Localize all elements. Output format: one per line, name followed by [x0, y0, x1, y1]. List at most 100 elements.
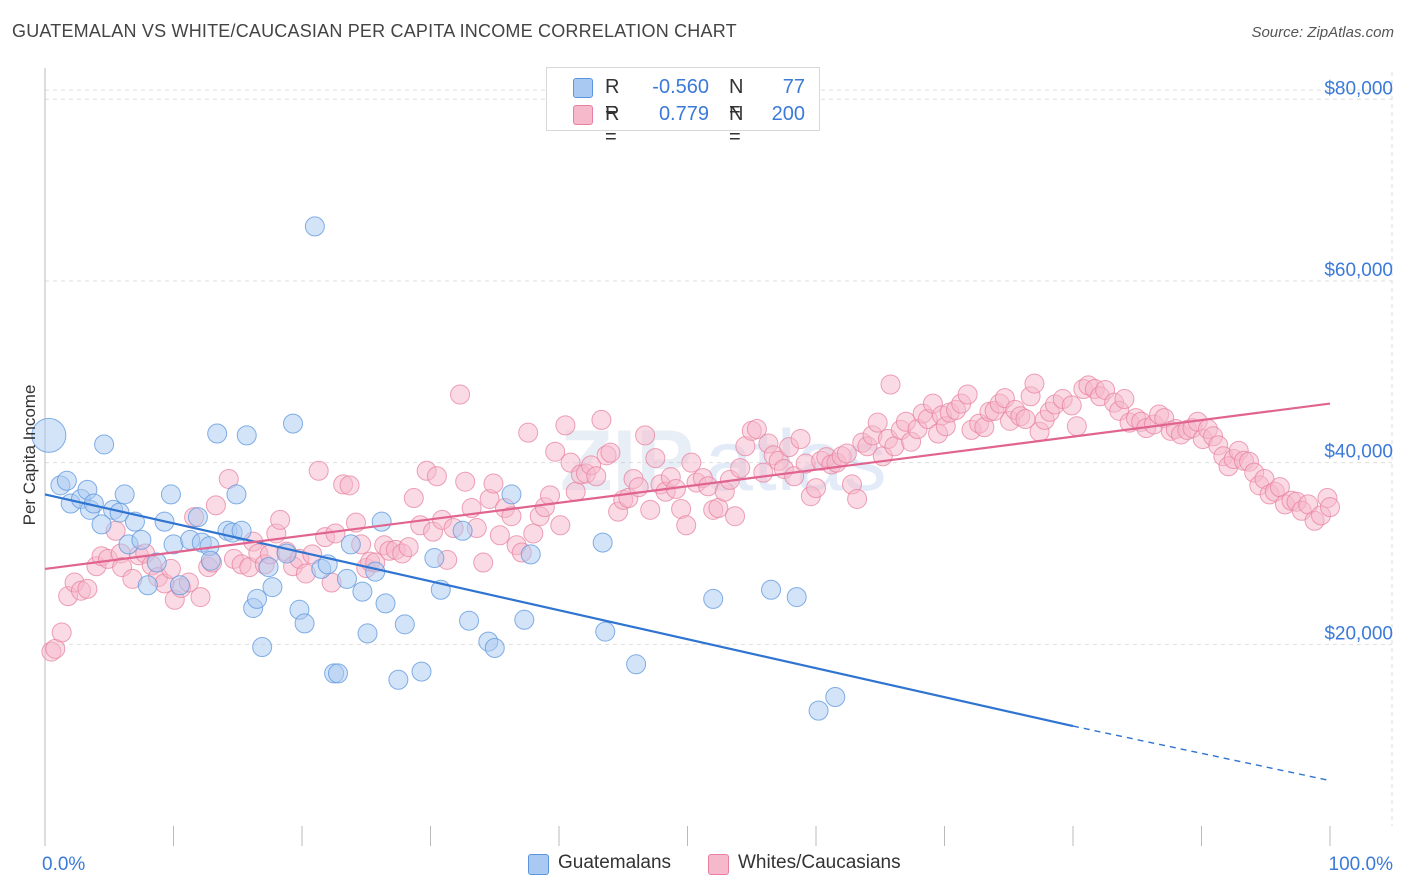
white-caucasian-point [645, 448, 666, 469]
guatemalan-point [137, 575, 158, 596]
guatemalan-point [501, 484, 522, 505]
guatemalan-point [626, 654, 647, 675]
white-caucasian-point [545, 441, 566, 462]
guatemalan-point [761, 579, 782, 600]
white-caucasian-point [847, 488, 868, 509]
guatemalan-point [352, 581, 373, 602]
guatemalan-point [357, 623, 378, 644]
white-caucasian-point [51, 622, 72, 643]
legend-n-value: 77 [782, 76, 805, 98]
guatemalan-point [124, 511, 145, 532]
y-tick-label: $40,000 [1324, 442, 1393, 463]
white-caucasian-point [836, 443, 857, 464]
white-caucasian-trend-line [44, 402, 1331, 571]
white-caucasian-point [190, 587, 211, 608]
guatemalan-point [131, 529, 152, 550]
white-caucasian-point [880, 374, 901, 395]
guatemalan-point [336, 568, 357, 589]
legend-n-value: 200 [771, 103, 805, 125]
legend-swatch-pink [573, 105, 593, 125]
gridlines [45, 72, 1393, 826]
white-caucasian-point [483, 473, 504, 494]
white-caucasian-point [403, 488, 424, 509]
white-caucasian-point [270, 509, 291, 530]
legend-r-value: -0.560 [652, 76, 709, 98]
white-caucasian-point [473, 552, 494, 573]
guatemalan-point [592, 532, 613, 553]
guatemalan-point [283, 413, 304, 434]
guatemalan-point [786, 587, 807, 608]
white-caucasian-point [586, 466, 607, 487]
series-guatemalans [31, 216, 846, 721]
white-caucasian-point [450, 384, 471, 405]
guatemalan-point [365, 561, 386, 582]
white-caucasian-point [698, 476, 719, 497]
white-caucasian-point [501, 506, 522, 527]
legend-r-value: 0.779 [658, 103, 709, 125]
guatemalan-point [247, 588, 268, 609]
white-caucasian-point [455, 471, 476, 492]
legend-swatch-blue [573, 78, 593, 98]
white-caucasian-point [806, 478, 826, 499]
guatemalan-point [262, 577, 283, 598]
guatemalan-point [91, 514, 112, 535]
guatemalan-trend-line [44, 493, 1074, 728]
x-tick-label: 0.0% [42, 854, 85, 875]
bottom-legend-label: Guatemalans [558, 852, 672, 873]
guatemalan-point [252, 637, 273, 658]
white-caucasian-point [600, 442, 621, 463]
legend-n-label: N = [729, 103, 744, 148]
white-caucasian-point [426, 466, 447, 487]
guatemalan-point [187, 507, 208, 528]
guatemalan-point [411, 661, 432, 682]
guatemalan-point [304, 216, 325, 237]
white-caucasian-point [790, 429, 811, 450]
y-axis-label: Per Capita Income [20, 385, 39, 526]
white-caucasian-point [1320, 497, 1340, 518]
white-caucasian-point [489, 525, 510, 546]
white-caucasian-point [1066, 416, 1087, 437]
y-tick-label: $60,000 [1324, 260, 1393, 281]
white-caucasian-point [308, 460, 329, 481]
guatemalan-point [258, 557, 279, 578]
guatemalan-point [236, 425, 257, 446]
white-caucasian-point [518, 422, 539, 443]
bottom-legend-swatch-blue [528, 854, 549, 875]
correlation-legend: R = -0.560 N = 77 R = 0.779 N = 200 [546, 67, 820, 148]
guatemalan-point [94, 434, 115, 455]
y-tick-label: $20,000 [1324, 623, 1393, 644]
guatemalan-point [294, 613, 315, 634]
guatemalan-point [388, 669, 409, 690]
guatemalan-point [231, 520, 252, 541]
white-caucasian-point [523, 523, 544, 544]
white-caucasian-point [640, 499, 661, 520]
guatemalan-point [459, 610, 480, 631]
guatemalan-point [56, 470, 77, 491]
white-caucasian-point [1061, 395, 1082, 416]
guatemalan-point [371, 511, 392, 532]
guatemalan-point [424, 548, 445, 569]
white-caucasian-point [635, 425, 656, 446]
white-caucasian-point [339, 475, 360, 496]
guatemalan-point [484, 637, 505, 658]
x-tick-label: 100.0% [1329, 854, 1394, 875]
y-tick-label: $80,000 [1324, 78, 1393, 99]
white-caucasian-point [746, 419, 767, 440]
guatemalan-point [375, 593, 396, 614]
guatemalan-point [808, 700, 829, 721]
white-caucasian-point [591, 409, 612, 430]
guatemalan-point [226, 484, 247, 505]
white-caucasian-point [676, 515, 697, 536]
legend-n-label: N = [729, 76, 744, 121]
white-caucasian-point [205, 495, 226, 516]
guatemalan-point [146, 552, 167, 573]
guatemalan-point [169, 575, 190, 596]
guatemalan-point [327, 663, 348, 684]
white-caucasian-point [550, 515, 571, 536]
bottom-legend-swatch-pink [708, 854, 729, 875]
guatemalan-trend-extension [1072, 725, 1331, 782]
chart-source: Source: ZipAtlas.com [1251, 24, 1394, 41]
watermark: ZIP atlas [560, 413, 887, 509]
guatemalan-point [703, 588, 724, 609]
